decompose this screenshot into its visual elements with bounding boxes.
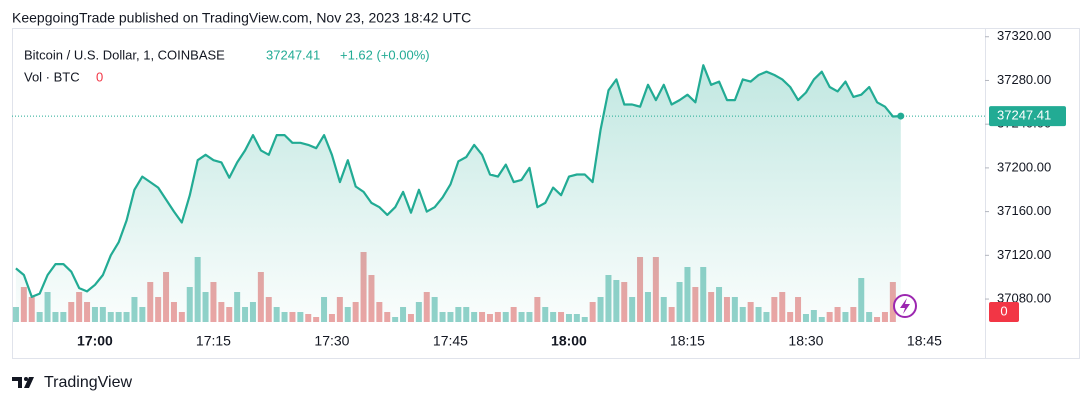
symbol-title: Bitcoin / U.S. Dollar, 1, COINBASE <box>24 47 225 62</box>
volume-badge-label: 0 <box>1000 303 1007 318</box>
x-tick-label: 17:00 <box>77 333 113 349</box>
alert-icon[interactable] <box>893 294 917 318</box>
last-price-badge-label: 37247.41 <box>997 108 1051 123</box>
x-tick-label: 17:15 <box>196 333 231 349</box>
plot: 37080.0037120.0037160.0037200.0037240.00… <box>12 28 1066 349</box>
y-tick-label: 37280.00 <box>997 72 1051 87</box>
y-tick-label: 37160.00 <box>997 203 1051 218</box>
footer-brand: TradingView <box>44 374 132 391</box>
last-price: 37247.41 <box>266 47 320 62</box>
y-tick-label: 37200.00 <box>997 159 1051 174</box>
x-tick-label: 18:15 <box>670 333 705 349</box>
last-price-dot <box>897 112 905 120</box>
price-change: +1.62 (+0.00%) <box>340 47 430 62</box>
price-area <box>15 65 901 322</box>
chart-frame <box>12 28 1080 359</box>
x-tick-label: 18:45 <box>907 333 942 349</box>
x-tick-label: 17:30 <box>314 333 349 349</box>
publish-header: KeepgoingTrade published on TradingView.… <box>12 10 471 26</box>
x-tick-label: 18:00 <box>551 333 587 349</box>
x-tick-label: 17:45 <box>433 333 468 349</box>
y-tick-label: 37320.00 <box>997 28 1051 43</box>
price-line <box>15 64 901 298</box>
volume-legend: Vol · BTC <box>24 69 80 84</box>
volume-last: 0 <box>96 69 103 84</box>
y-tick-label: 37120.00 <box>997 247 1051 262</box>
tradingview-logo[interactable]: TradingView <box>12 374 132 391</box>
y-tick-label: 37080.00 <box>997 290 1051 305</box>
volume-badge <box>989 302 1019 322</box>
x-tick-label: 18:30 <box>788 333 823 349</box>
last-price-badge <box>989 106 1066 127</box>
